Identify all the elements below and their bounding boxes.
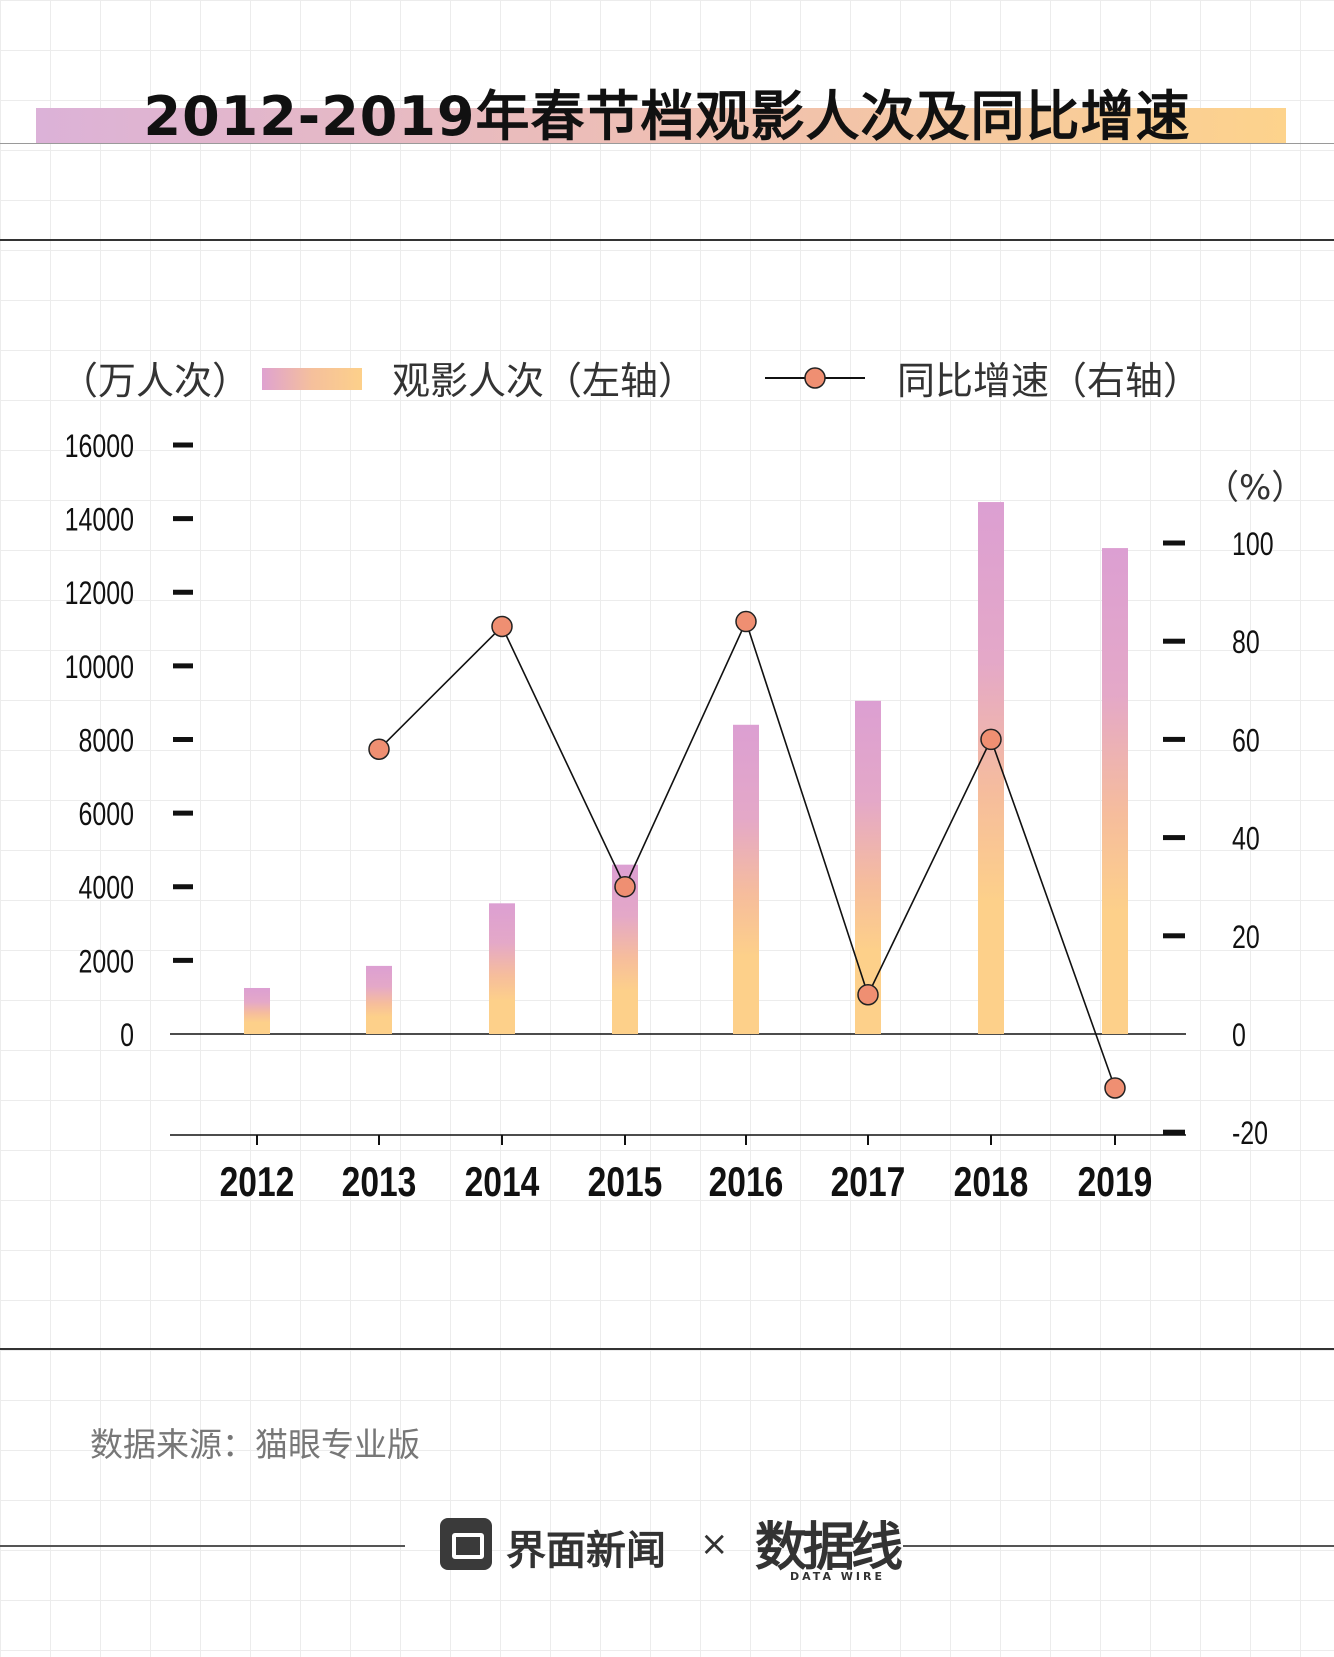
title-highlight-band (36, 108, 1286, 144)
title-underline (0, 143, 1334, 144)
left-axis-unit: （万人次） (60, 359, 251, 403)
growth-point-2018 (980, 728, 1002, 751)
growth-point-2016 (735, 610, 757, 633)
right-tick-mark (1163, 1129, 1185, 1135)
left-tick-label: 4000 (78, 871, 134, 907)
growth-point-2014 (491, 615, 513, 638)
bar-2013 (366, 965, 392, 1034)
x-tick-label: 2018 (954, 1160, 1029, 1206)
right-tick-label: 40 (1232, 822, 1260, 858)
footer-line-right (903, 1545, 1334, 1547)
legend-line-marker (765, 367, 865, 389)
left-tick-label: 12000 (65, 576, 134, 612)
growth-point-2013 (368, 738, 390, 760)
left-tick-mark (173, 442, 193, 448)
header-divider (0, 239, 1334, 241)
jiemian-logo-icon (440, 1518, 492, 1570)
right-tick-label: 60 (1232, 724, 1260, 760)
x-tick-label: 2012 (220, 1160, 295, 1206)
footer-line-left (0, 1545, 405, 1547)
right-tick-mark (1163, 835, 1185, 841)
right-tick-mark (1163, 933, 1185, 939)
left-tick-label: 2000 (78, 944, 134, 980)
x-tick-label: 2013 (342, 1160, 417, 1206)
datawire-logo: 数据线 (755, 1518, 903, 1578)
left-tick-mark (173, 810, 193, 816)
right-tick-mark (1163, 638, 1185, 644)
chart-title: 2012-2019年春节档观影人次及同比增速 (143, 85, 1191, 148)
right-tick-label: 100 (1232, 527, 1274, 563)
x-tick-label: 2019 (1078, 1160, 1153, 1206)
left-tick-label: 14000 (65, 503, 134, 539)
left-tick-label: 6000 (78, 797, 134, 833)
growth-point-2019 (1104, 1077, 1126, 1099)
left-tick-label: 0 (120, 1018, 134, 1054)
left-tick-mark (173, 957, 193, 963)
right-tick-mark (1163, 736, 1185, 742)
x-tick-label: 2017 (831, 1160, 906, 1206)
x-tick-label: 2014 (465, 1160, 540, 1206)
footer-brand: 界面新闻 (506, 1528, 666, 1574)
legend-line-label: 同比增速（右轴） (897, 359, 1202, 403)
bar-2019 (1102, 548, 1128, 1034)
bar-2018 (978, 502, 1004, 1034)
right-tick-label: 80 (1232, 625, 1260, 661)
left-tick-label: 16000 (65, 429, 134, 465)
x-tick-label: 2016 (709, 1160, 784, 1206)
bar-2014 (489, 903, 515, 1034)
left-tick-label: 8000 (78, 724, 134, 760)
growth-point-2015 (614, 875, 636, 898)
left-tick-mark (173, 884, 193, 890)
data-source: 数据来源：猫眼专业版 (90, 1425, 420, 1464)
bar-2012 (244, 987, 270, 1034)
right-tick-label: -20 (1232, 1116, 1268, 1152)
left-tick-mark (173, 737, 193, 742)
right-axis-unit: （%） (1205, 468, 1306, 508)
footer-divider (0, 1348, 1334, 1350)
x-tick-label: 2015 (588, 1160, 663, 1206)
left-tick-mark (173, 589, 193, 595)
bar-2016 (733, 724, 759, 1034)
right-tick-mark (1163, 540, 1185, 546)
datawire-logo-sub: DATA WIRE (790, 1570, 885, 1583)
left-tick-mark (173, 663, 193, 669)
footer-times: × (700, 1524, 729, 1564)
chart-canvas: 16000 14000 12000 10000 8000 6000 4000 2000 0 100… (65, 429, 1274, 1206)
left-tick-mark (173, 516, 193, 522)
legend-bar-swatch (262, 368, 362, 390)
left-tick-label: 10000 (65, 650, 134, 686)
right-tick-label: 0 (1232, 1018, 1246, 1054)
right-tick-label: 20 (1232, 920, 1260, 956)
legend-bar-label: 观影人次（左轴） (392, 359, 697, 403)
growth-point-2017 (857, 983, 879, 1006)
